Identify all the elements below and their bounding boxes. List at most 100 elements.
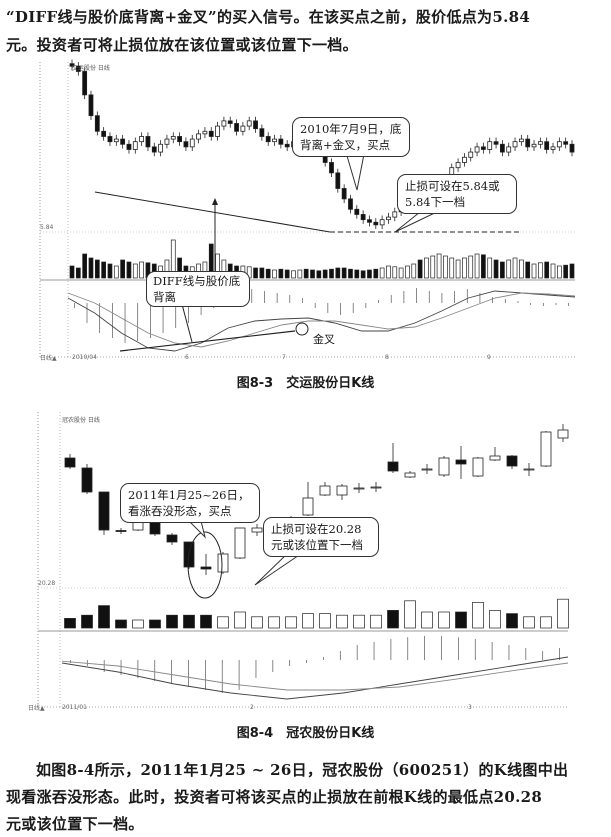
- candle-body: [183, 141, 189, 148]
- volume-bar: [253, 267, 258, 279]
- volume-bar: [462, 257, 467, 279]
- candle-body: [234, 527, 246, 559]
- candle-body: [523, 468, 535, 471]
- volume-bar: [474, 253, 480, 279]
- diff-line: [61, 656, 569, 700]
- paragraph-bottom-line3: 元或该位置下一档。: [6, 815, 144, 833]
- candle-body: [120, 138, 126, 145]
- candle-body: [348, 198, 353, 210]
- candle-body: [373, 221, 379, 226]
- candle-body: [544, 141, 550, 150]
- volume-bar: [398, 267, 404, 279]
- volume-bar: [341, 267, 347, 279]
- volume-bar: [183, 614, 195, 629]
- volume-bar: [481, 254, 486, 279]
- candle-body: [335, 172, 341, 189]
- candle-body: [246, 120, 252, 127]
- volume-bar: [550, 263, 556, 279]
- candle-body: [302, 497, 314, 516]
- volume-bar: [149, 619, 161, 629]
- candle-body: [75, 65, 81, 72]
- volume-bar: [386, 265, 391, 279]
- candle-body: [556, 141, 562, 148]
- fig1-date-label: 2010/04: [72, 354, 97, 361]
- candle-body: [506, 455, 518, 467]
- volume-bar: [468, 255, 474, 279]
- volume-bar: [302, 613, 314, 629]
- volume-bar: [336, 614, 348, 629]
- candle-body: [221, 120, 227, 127]
- dea-line: [61, 660, 569, 691]
- candle-body: [354, 208, 360, 215]
- volume-bar: [411, 263, 417, 279]
- volume-bar: [540, 616, 552, 629]
- volume-bar: [268, 616, 280, 629]
- volume-bar: [569, 263, 575, 279]
- volume-bar: [139, 261, 144, 279]
- fig2-price-tick: 20.28: [38, 580, 56, 587]
- volume-bar: [512, 257, 518, 279]
- engulfing-ellipse: [187, 531, 223, 599]
- candle-body: [227, 120, 233, 124]
- candle-body: [126, 143, 132, 150]
- volume-bar: [120, 259, 125, 279]
- candle-body: [107, 136, 113, 143]
- volume-bar: [523, 616, 535, 629]
- divergence-price-line: [94, 191, 331, 233]
- volume-bar: [115, 619, 127, 629]
- fig1-date-label: 8: [385, 354, 389, 361]
- volume-bar: [251, 616, 263, 629]
- candle-body: [462, 156, 467, 163]
- fig1-price-tick: 5.84: [40, 224, 54, 231]
- volume-bar: [455, 611, 467, 629]
- volume-bar: [132, 263, 138, 279]
- candle-body: [557, 429, 569, 439]
- volume-bar: [531, 263, 537, 279]
- candle-body: [208, 130, 214, 137]
- volume-bar: [387, 610, 399, 629]
- volume-bar: [132, 619, 144, 629]
- candle-body: [506, 146, 512, 153]
- candle-body: [64, 457, 76, 468]
- volume-bar: [373, 268, 379, 279]
- volume-bar: [101, 261, 106, 279]
- volume-bar: [424, 257, 429, 279]
- fig1-date-label: 9: [487, 354, 491, 361]
- fig1-callout-divergence: DIFF线与股价底背离: [146, 271, 250, 307]
- volume-bar: [500, 261, 505, 279]
- fig1-callout-buy: 2010年7月9日，底背离+金叉，买点: [292, 117, 410, 157]
- volume-bar: [316, 270, 322, 279]
- candle-body: [489, 455, 501, 461]
- candle-body: [200, 566, 212, 570]
- volume-bar: [284, 269, 290, 279]
- volume-bar: [348, 268, 353, 279]
- dea-line: [67, 292, 576, 348]
- volume-bar: [107, 263, 113, 279]
- fig2-footer-label: 日线▲: [28, 705, 45, 712]
- volume-bar: [278, 268, 284, 279]
- fig2-date-label: 2011/01: [62, 704, 87, 711]
- volume-bar: [285, 616, 297, 629]
- volume-bar: [544, 261, 550, 279]
- volume-bar: [329, 268, 334, 279]
- volume-bar: [506, 613, 518, 629]
- candle-body: [259, 128, 265, 137]
- candle-body: [512, 141, 518, 148]
- candle-body: [404, 472, 416, 478]
- candle-body: [319, 485, 331, 496]
- volume-bar: [379, 267, 385, 279]
- volume-bar: [430, 255, 436, 279]
- candle-body: [531, 143, 537, 148]
- volume-bar: [436, 253, 442, 279]
- volume-bar: [217, 616, 229, 629]
- candle-body: [132, 141, 138, 150]
- candle-body: [387, 461, 399, 472]
- paragraph-top-line1: “DIFF线与股价底背离+金叉”的买入信号。在该买点之前，股价低点为5.84: [6, 8, 531, 26]
- volume-bar: [493, 259, 499, 279]
- candle-body: [94, 115, 100, 132]
- candle-body: [540, 431, 552, 467]
- candle-body: [215, 125, 220, 137]
- candle-body: [336, 485, 348, 496]
